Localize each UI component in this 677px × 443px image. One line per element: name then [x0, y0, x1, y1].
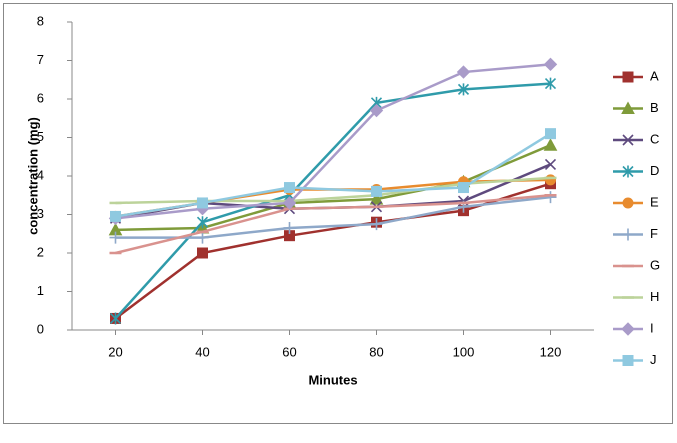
- data-point: [369, 192, 384, 205]
- data-point: [458, 182, 469, 194]
- series-line: [115, 194, 551, 255]
- legend-label: G: [650, 257, 660, 272]
- data-point: [109, 312, 122, 325]
- series-line: [115, 195, 551, 239]
- data-point: [196, 231, 209, 244]
- data-point: [545, 128, 556, 140]
- legend-marker: [622, 355, 634, 366]
- data-point: [282, 196, 297, 210]
- y-tick-label: 2: [37, 244, 44, 259]
- legend-marker: [622, 165, 634, 178]
- y-tick-label: 7: [37, 52, 44, 67]
- series-line: [115, 176, 551, 205]
- series-line: [115, 144, 551, 232]
- data-point: [370, 218, 383, 231]
- data-point: [283, 221, 296, 234]
- legend-marker: [621, 101, 635, 114]
- data-point: [110, 210, 121, 222]
- legend-marker: [622, 228, 634, 241]
- legend-label: I: [650, 320, 654, 335]
- legend-label: D: [650, 163, 659, 178]
- legend-label: F: [650, 226, 658, 241]
- series-line: [115, 63, 551, 220]
- data-point: [369, 103, 384, 118]
- data-point: [544, 191, 557, 204]
- legend-label: B: [650, 100, 659, 115]
- data-point: [197, 247, 208, 259]
- legend-label: A: [650, 68, 659, 83]
- data-point: [371, 185, 382, 197]
- x-tick-label: 120: [540, 344, 562, 359]
- data-point: [544, 158, 557, 171]
- data-point: [545, 174, 556, 186]
- x-tick-label: 100: [453, 344, 475, 359]
- x-tick-label: 20: [108, 344, 122, 359]
- legend-marker: [622, 71, 634, 83]
- legend-marker: [621, 322, 635, 336]
- legend-label: E: [650, 194, 659, 209]
- chart-border: [3, 3, 673, 424]
- x-tick-label: 40: [195, 344, 209, 359]
- y-tick-label: 6: [37, 90, 44, 105]
- data-point: [196, 216, 209, 229]
- data-point: [543, 138, 558, 151]
- x-axis-title: Minutes: [308, 372, 357, 387]
- y-axis-title: concentration (mg): [25, 117, 40, 235]
- data-point: [544, 77, 557, 90]
- x-tick-label: 60: [282, 344, 296, 359]
- data-point: [197, 197, 208, 209]
- data-point: [457, 83, 470, 96]
- legend-label: J: [650, 352, 657, 367]
- y-tick-label: 5: [37, 129, 44, 144]
- data-point: [109, 231, 122, 244]
- y-tick-label: 8: [37, 13, 44, 28]
- series-line: [115, 132, 552, 218]
- legend-marker: [622, 134, 634, 146]
- y-tick-label: 3: [37, 206, 44, 221]
- legend-marker: [622, 197, 634, 209]
- legend-label: C: [650, 131, 659, 146]
- y-tick-label: 0: [37, 321, 44, 336]
- x-tick-label: 80: [369, 344, 383, 359]
- y-tick-label: 4: [37, 167, 44, 182]
- data-point: [456, 65, 471, 79]
- y-tick-label: 1: [37, 283, 44, 298]
- data-point: [284, 182, 295, 194]
- data-point: [543, 57, 558, 72]
- legend-label: H: [650, 289, 659, 304]
